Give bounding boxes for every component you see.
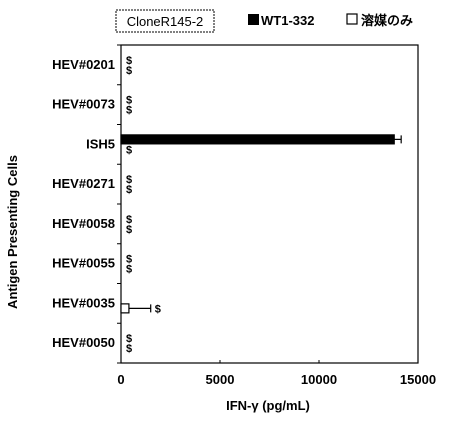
y-tick-label: HEV#0058 xyxy=(52,216,115,231)
significance-marker: $ xyxy=(126,105,132,117)
y-tick-label: HEV#0055 xyxy=(52,256,115,271)
x-axis-label: IFN-γ (pg/mL) xyxy=(226,398,310,413)
legend-label-solvent: 溶媒のみ xyxy=(361,13,413,28)
significance-marker: $ xyxy=(126,184,132,196)
x-tick-label: 15000 xyxy=(400,372,436,387)
plot-frame xyxy=(121,45,418,363)
significance-marker: $ xyxy=(155,303,161,315)
markers-layer: $$$$$$$$$$$$$$ xyxy=(126,55,161,355)
ticks-layer: HEV#0201 HEV#0073 ISH5 HEV#0271 HEV#0058 HEV#… xyxy=(52,45,436,387)
y-tick-label: HEV#0201 xyxy=(52,57,115,72)
significance-marker: $ xyxy=(126,343,132,355)
bar-solvent-only xyxy=(121,304,129,313)
legend-swatch-solvent xyxy=(347,14,357,24)
x-tick-label: 0 xyxy=(117,372,124,387)
panel-label-text: CloneR145-2 xyxy=(127,14,204,29)
y-tick-label: HEV#0035 xyxy=(52,295,115,310)
bar-wt1-332 xyxy=(121,135,394,144)
legend-swatch-wt1 xyxy=(248,14,259,25)
x-tick-label: 10000 xyxy=(301,372,337,387)
panel-label: CloneR145-2 xyxy=(116,10,214,32)
y-tick-label: HEV#0271 xyxy=(52,176,115,191)
y-axis-label: Antigen Presenting Cells xyxy=(5,155,20,309)
y-tick-label: ISH5 xyxy=(86,136,115,151)
significance-marker: $ xyxy=(126,65,132,77)
bars-layer xyxy=(121,135,401,313)
y-tick-label: HEV#0050 xyxy=(52,335,115,350)
significance-marker: $ xyxy=(126,144,132,156)
y-tick-label: HEV#0073 xyxy=(52,97,115,112)
legend: WT1-332 溶媒のみ xyxy=(248,13,413,28)
legend-label-wt1: WT1-332 xyxy=(261,13,314,28)
significance-marker: $ xyxy=(126,224,132,236)
x-tick-label: 5000 xyxy=(206,372,235,387)
significance-marker: $ xyxy=(126,264,132,276)
